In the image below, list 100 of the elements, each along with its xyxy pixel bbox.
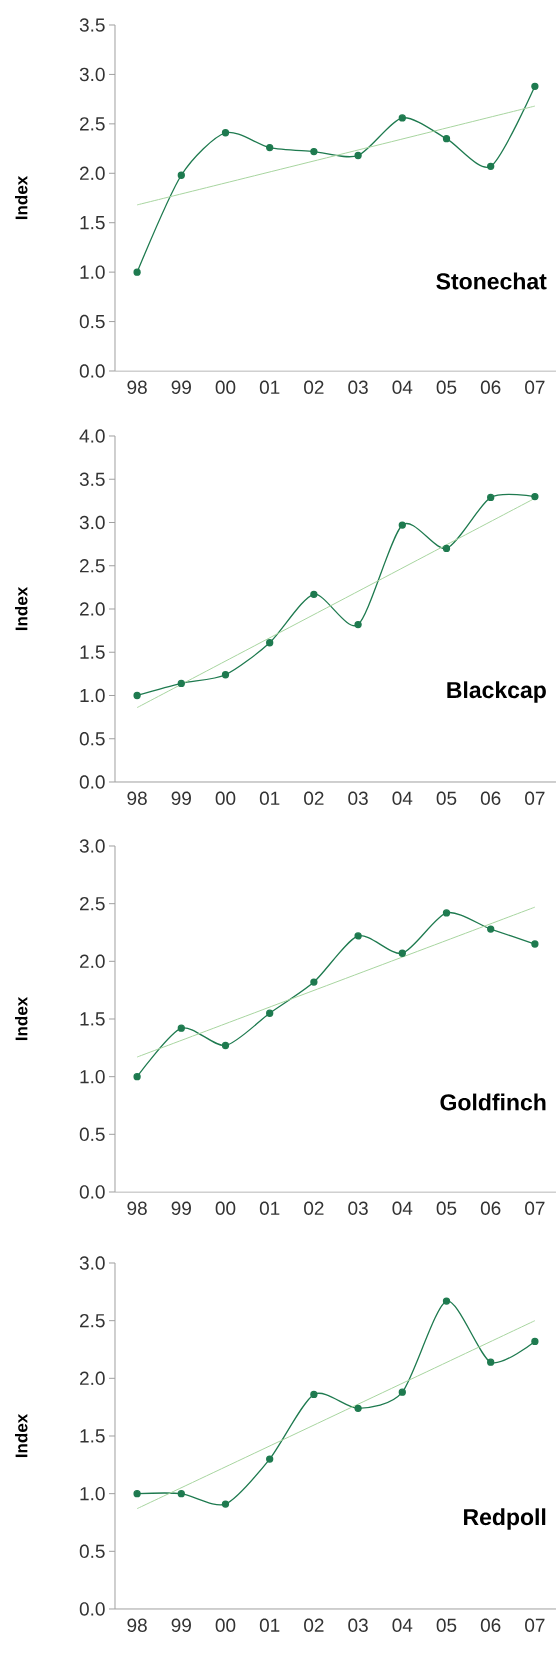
x-tick-label: 99 [171, 791, 191, 805]
x-tick-label: 99 [171, 1618, 191, 1632]
y-tick-label: 2.5 [80, 1313, 105, 1328]
x-tick-label: 98 [127, 1201, 147, 1215]
x-tick-label: 03 [348, 1618, 368, 1632]
x-tick-label: 02 [304, 791, 324, 805]
x-tick-label: 06 [480, 380, 501, 394]
point [531, 940, 539, 948]
point [442, 1297, 451, 1305]
y-tick-label: 1.0 [80, 688, 105, 703]
y-tick-label: 0.5 [79, 732, 105, 746]
point [398, 521, 406, 529]
x-tick-label: 06 [480, 791, 501, 805]
y-tick-label: 4.0 [79, 429, 105, 443]
point [354, 932, 362, 940]
y-tick-label: 0.0 [79, 1602, 105, 1616]
x-tick-label: 02 [304, 1201, 324, 1215]
x-tick-label: 98 [127, 380, 147, 394]
y-tick-label: 3.0 [79, 839, 105, 853]
x-tick-label: 01 [259, 1618, 280, 1632]
point [133, 1073, 141, 1081]
x-tick-label: 04 [392, 1201, 413, 1215]
annotation: Stonechat [436, 272, 547, 290]
point [442, 544, 451, 553]
point [310, 590, 318, 598]
x-tick-label: 99 [171, 1201, 191, 1215]
point [487, 493, 495, 502]
y-tick-label: 1.0 [80, 1069, 105, 1084]
annotation: Redpoll [464, 1508, 546, 1530]
y-tick-label: 2.5 [80, 896, 105, 911]
y-tick-label: 1.0 [80, 1486, 105, 1501]
point [266, 1009, 274, 1017]
point [177, 679, 185, 688]
x-tick-label: 99 [171, 380, 191, 394]
point [442, 909, 451, 917]
x-tick-label: 07 [525, 791, 545, 805]
y-tick-label: 3.5 [79, 18, 105, 32]
y-tick-label: 3.0 [79, 67, 105, 82]
y-tick-label: 1.0 [80, 265, 105, 279]
point [221, 1041, 230, 1050]
y-tick-label: 1.5 [80, 645, 105, 659]
y-tick-label: 0.5 [79, 1544, 105, 1559]
point [221, 1500, 230, 1508]
point [221, 129, 230, 137]
annotation: Blackcap [447, 681, 546, 703]
point [133, 268, 141, 276]
x-tick-label: 05 [436, 791, 457, 805]
y-tick-label: 0.0 [79, 775, 105, 789]
y-tick-label: 1.5 [80, 1012, 105, 1026]
x-tick-label: 02 [304, 1618, 324, 1632]
point [310, 978, 318, 986]
point [442, 135, 451, 143]
point [354, 620, 362, 629]
x-tick-label: 01 [259, 1201, 280, 1215]
point [310, 147, 318, 156]
y-tick-label: 1.5 [80, 216, 105, 230]
x-tick-label: 00 [215, 380, 236, 394]
point [177, 1024, 185, 1032]
y-tick-label: 0.0 [79, 364, 105, 378]
x-tick-label: 04 [392, 1618, 413, 1632]
x-tick-label: 00 [215, 1201, 236, 1215]
point [221, 671, 230, 679]
point [354, 1404, 362, 1412]
x-tick-label: 03 [348, 791, 368, 805]
point [133, 691, 141, 700]
x-tick-label: 04 [392, 791, 413, 805]
y-axis-title: Index [15, 996, 28, 1041]
point [310, 1390, 318, 1399]
y-tick-label: 0.5 [79, 314, 105, 329]
point [398, 1388, 406, 1396]
y-tick-label: 0.0 [79, 1185, 105, 1199]
y-tick-label: 2.5 [80, 117, 105, 131]
x-tick-label: 00 [215, 791, 236, 805]
x-tick-label: 01 [259, 791, 280, 805]
point [531, 1337, 539, 1346]
y-tick-label: 3.5 [79, 472, 105, 486]
point [177, 1490, 185, 1498]
x-tick-label: 06 [480, 1201, 501, 1215]
y-tick-label: 2.0 [80, 1371, 105, 1386]
x-tick-label: 01 [259, 380, 280, 394]
point [266, 639, 274, 647]
x-tick-label: 07 [525, 1201, 545, 1215]
y-tick-label: 2.5 [80, 559, 105, 573]
x-tick-label: 05 [436, 1201, 457, 1215]
x-tick-label: 05 [436, 1618, 457, 1632]
x-tick-label: 00 [215, 1618, 236, 1632]
point [398, 114, 406, 122]
x-tick-label: 02 [304, 380, 324, 394]
point [266, 1455, 274, 1463]
point [487, 162, 495, 171]
annotation: Goldfinch [440, 1093, 546, 1111]
point [487, 1358, 495, 1366]
point [177, 171, 185, 179]
x-tick-label: 98 [127, 1618, 147, 1632]
y-tick-label: 2.0 [80, 602, 105, 616]
y-axis-title: Index [15, 586, 28, 631]
point [266, 143, 274, 152]
point [354, 151, 362, 160]
point [487, 925, 495, 933]
y-tick-label: 2.0 [80, 954, 105, 969]
